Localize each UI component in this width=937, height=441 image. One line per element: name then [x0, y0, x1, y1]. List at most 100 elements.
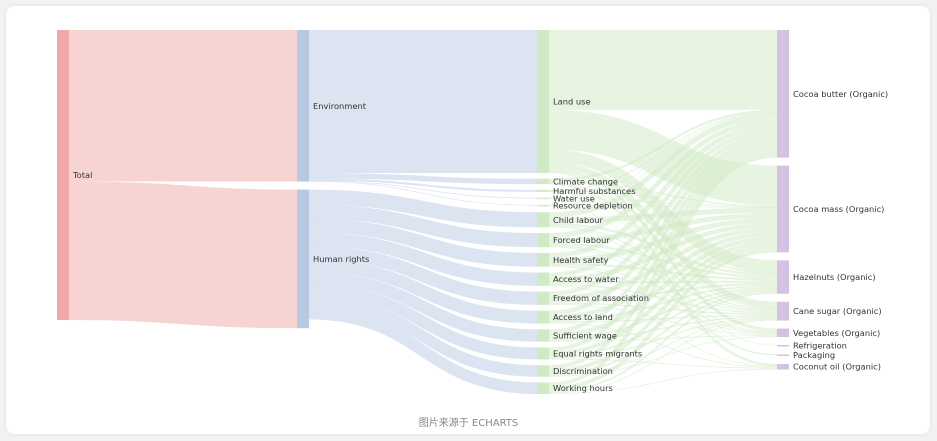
node-cane-sugar-organic[interactable] [777, 301, 789, 321]
link-access-to-land-to-coconut-oil-organic-[interactable] [548, 322, 778, 368]
link-environment-to-resource-depletion[interactable] [308, 181, 538, 206]
node-resource-depletion[interactable] [537, 204, 549, 207]
link-equal-rights-migrants-to-hazelnuts-organic-[interactable] [548, 288, 778, 358]
link-human-rights-to-working-hours[interactable] [308, 307, 538, 394]
label-refrigeration: Refrigeration [793, 341, 847, 351]
link-human-rights-to-access-to-water[interactable] [308, 232, 538, 286]
node-land-use[interactable] [537, 30, 549, 174]
node-cocoa-mass-organic[interactable] [777, 165, 789, 253]
link-access-to-water-to-cocoa-butter-organic-[interactable] [548, 128, 778, 277]
label-human-rights: Human rights [313, 254, 369, 264]
link-environment-to-harmful-substances[interactable] [308, 178, 538, 192]
link-human-rights-to-sufficient-wage[interactable] [308, 271, 538, 342]
link-environment-to-climate-change[interactable] [308, 173, 538, 185]
link-working-hours-to-cocoa-mass-organic-[interactable] [548, 248, 778, 391]
link-total-to-human-rights[interactable] [68, 181, 298, 329]
label-resource-depletion: Resource depletion [553, 201, 633, 211]
link-access-to-land-to-cocoa-butter-organic-[interactable] [548, 137, 778, 316]
link-water-use-to-cocoa-butter-organic-[interactable] [548, 112, 778, 199]
link-harmful-substances-to-cocoa-mass-organic-[interactable] [548, 190, 778, 208]
link-sufficient-wage-to-cocoa-mass-organic-[interactable] [548, 235, 778, 338]
link-human-rights-to-health-safety[interactable] [308, 218, 538, 267]
sankey-links [68, 29, 778, 394]
link-environment-to-water-use[interactable] [308, 180, 538, 199]
node-equal-rights-migrants[interactable] [537, 347, 549, 360]
link-freedom-of-association-to-cocoa-mass-organic-[interactable] [548, 227, 778, 301]
link-human-rights-to-freedom-of-association[interactable] [308, 245, 538, 305]
link-human-rights-to-access-to-land[interactable] [308, 259, 538, 324]
node-child-labour[interactable] [537, 212, 549, 228]
node-sufficient-wage[interactable] [537, 329, 549, 342]
node-discrimination[interactable] [537, 365, 549, 377]
link-working-hours-to-cane-sugar-organic-[interactable] [548, 319, 778, 394]
label-equal-rights-migrants: Equal rights migrants [553, 348, 642, 358]
link-discrimination-to-hazelnuts-organic-[interactable] [548, 290, 778, 375]
label-forced-labour: Forced labour [553, 235, 610, 245]
label-cocoa-mass-organic: Cocoa mass (Organic) [793, 204, 884, 214]
node-packaging[interactable] [777, 354, 789, 356]
link-freedom-of-association-to-cocoa-butter-organic-[interactable] [548, 132, 778, 297]
link-working-hours-to-coconut-oil-organic-[interactable] [548, 368, 778, 394]
link-climate-change-to-cocoa-butter-organic-[interactable] [548, 109, 778, 182]
link-access-to-land-to-cocoa-mass-organic-[interactable] [548, 231, 778, 320]
link-discrimination-to-cocoa-mass-organic-[interactable] [548, 244, 778, 374]
link-human-rights-to-child-labour[interactable] [308, 189, 538, 228]
label-freedom-of-association: Freedom of association [553, 293, 649, 303]
link-working-hours-to-cocoa-butter-organic-[interactable] [548, 153, 778, 387]
node-refrigeration[interactable] [777, 344, 789, 347]
node-harmful-substances[interactable] [537, 189, 549, 192]
label-cane-sugar-organic: Cane sugar (Organic) [793, 306, 882, 316]
node-vegetables-organic[interactable] [777, 328, 789, 337]
label-water-use: Water use [553, 193, 595, 203]
node-forced-labour[interactable] [537, 233, 549, 248]
link-forced-labour-to-cocoa-butter-organic-[interactable] [548, 118, 778, 238]
node-freedom-of-association[interactable] [537, 291, 549, 305]
link-health-safety-to-cocoa-butter-organic-[interactable] [548, 123, 778, 258]
link-human-rights-to-discrimination[interactable] [308, 296, 538, 377]
label-vegetables-organic: Vegetables (Organic) [793, 328, 880, 338]
link-child-labour-to-cocoa-butter-organic-[interactable] [548, 113, 778, 218]
link-equal-rights-migrants-to-cocoa-mass-organic-[interactable] [548, 240, 778, 356]
link-resource-depletion-to-cocoa-butter-organic-[interactable] [548, 112, 778, 206]
node-working-hours[interactable] [537, 382, 549, 394]
node-total[interactable] [57, 30, 69, 320]
link-harmful-substances-to-cocoa-butter-organic-[interactable] [548, 111, 778, 191]
link-sufficient-wage-to-hazelnuts-organic-[interactable] [548, 286, 778, 340]
link-access-to-water-to-hazelnuts-organic-[interactable] [548, 280, 778, 284]
link-equal-rights-migrants-to-cocoa-butter-organic-[interactable] [548, 145, 778, 352]
label-access-to-water: Access to water [553, 274, 619, 284]
label-harmful-substances: Harmful substances [553, 186, 636, 196]
node-water-use[interactable] [537, 197, 549, 200]
label-health-safety: Health safety [553, 255, 609, 265]
link-access-to-land-to-hazelnuts-organic-[interactable] [548, 284, 778, 322]
node-coconut-oil-organic[interactable] [777, 363, 789, 370]
node-health-safety[interactable] [537, 253, 549, 267]
link-human-rights-to-equal-rights-migrants[interactable] [308, 284, 538, 360]
node-human-rights[interactable] [297, 189, 309, 329]
node-access-to-land[interactable] [537, 310, 549, 324]
chart-caption: 图片来源于 ECHARTS [418, 418, 519, 429]
link-harmful-substances-to-hazelnuts-organic-[interactable] [548, 191, 778, 274]
node-access-to-water[interactable] [537, 272, 549, 286]
node-climate-change[interactable] [537, 178, 549, 185]
label-access-to-land: Access to land [553, 312, 613, 322]
sankey-labels: Total Environment Human rights Land use Clim… [72, 89, 888, 393]
label-working-hours: Working hours [553, 383, 613, 393]
node-cocoa-butter-organic[interactable] [777, 30, 789, 158]
link-resource-depletion-to-packaging[interactable] [548, 205, 778, 356]
link-resource-depletion-to-cocoa-mass-organic-[interactable] [548, 204, 778, 208]
node-hazelnuts-organic[interactable] [777, 260, 789, 294]
node-environment[interactable] [297, 30, 309, 182]
sankey-nodes [57, 30, 789, 394]
link-access-to-water-to-coconut-oil-organic-[interactable] [548, 284, 778, 367]
link-freedom-of-association-to-hazelnuts-organic-[interactable] [548, 282, 778, 303]
link-land-use-to-cocoa-mass-organic-[interactable] [548, 109, 778, 206]
link-working-hours-to-hazelnuts-organic-[interactable] [548, 291, 778, 393]
label-environment: Environment [313, 101, 367, 111]
label-coconut-oil-organic: Coconut oil (Organic) [793, 362, 881, 372]
link-human-rights-to-forced-labour[interactable] [308, 204, 538, 248]
link-sufficient-wage-to-cocoa-butter-organic-[interactable] [548, 141, 778, 334]
link-discrimination-to-cocoa-butter-organic-[interactable] [548, 149, 778, 370]
label-climate-change: Climate change [553, 176, 618, 186]
